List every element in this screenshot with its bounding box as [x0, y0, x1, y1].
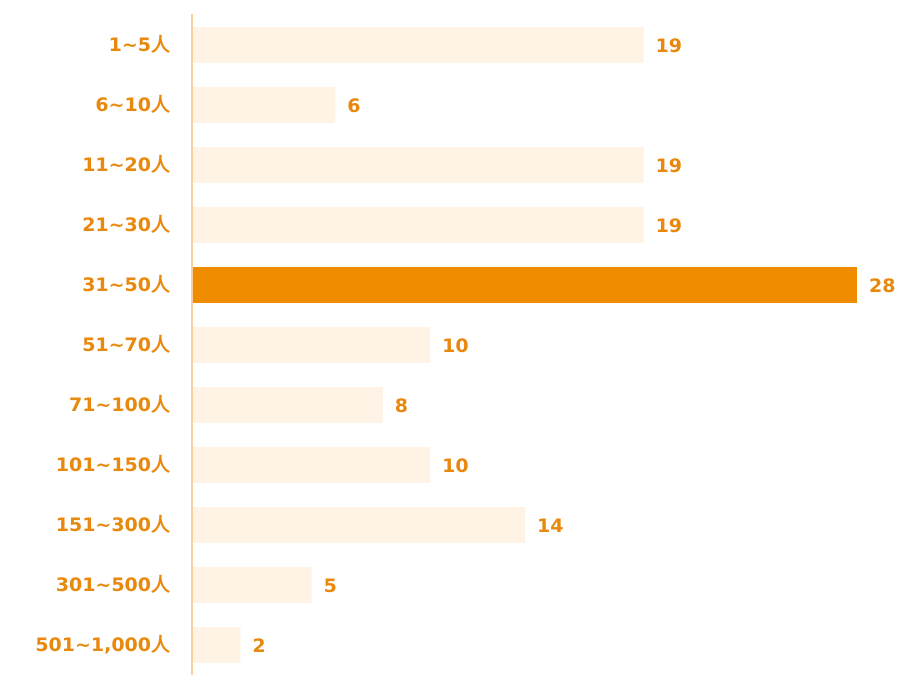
category-label-11: 501~1,000人: [35, 634, 171, 656]
bar-5: [193, 267, 857, 303]
category-labels: 1~5人 6~10人 11~20人 21~30人 31~50人 51~70人 71~100人…: [35, 34, 171, 656]
value-label-10: 5: [324, 575, 337, 597]
category-label-4: 21~30人: [82, 214, 171, 236]
category-label-5: 31~50人: [82, 274, 171, 296]
bar-10: [193, 567, 312, 603]
value-label-9: 14: [537, 515, 563, 537]
value-label-7: 8: [395, 395, 408, 417]
bar-11: [193, 627, 241, 663]
bar-2: [193, 87, 336, 123]
value-label-4: 19: [656, 215, 682, 237]
bar-8: [193, 447, 431, 483]
value-labels: 19 6 19 19 28 10 8 10 14 5 2: [252, 35, 895, 657]
value-label-3: 19: [656, 155, 682, 177]
bar-4: [193, 207, 644, 243]
bar-7: [193, 387, 383, 423]
category-label-9: 151~300人: [56, 514, 171, 536]
bars-group: [193, 27, 857, 663]
value-label-6: 10: [442, 335, 468, 357]
value-label-11: 2: [252, 635, 265, 657]
value-label-1: 19: [656, 35, 682, 57]
category-label-7: 71~100人: [69, 394, 171, 416]
value-label-5: 28: [869, 275, 895, 297]
bar-3: [193, 147, 644, 183]
value-label-2: 6: [347, 95, 360, 117]
category-label-2: 6~10人: [95, 94, 171, 116]
value-label-8: 10: [442, 455, 468, 477]
category-label-1: 1~5人: [109, 34, 171, 56]
category-label-6: 51~70人: [82, 334, 171, 356]
category-label-8: 101~150人: [56, 454, 171, 476]
bar-6: [193, 327, 431, 363]
bar-9: [193, 507, 525, 543]
bar-1: [193, 27, 644, 63]
category-label-10: 301~500人: [56, 574, 171, 596]
category-label-3: 11~20人: [82, 154, 171, 176]
